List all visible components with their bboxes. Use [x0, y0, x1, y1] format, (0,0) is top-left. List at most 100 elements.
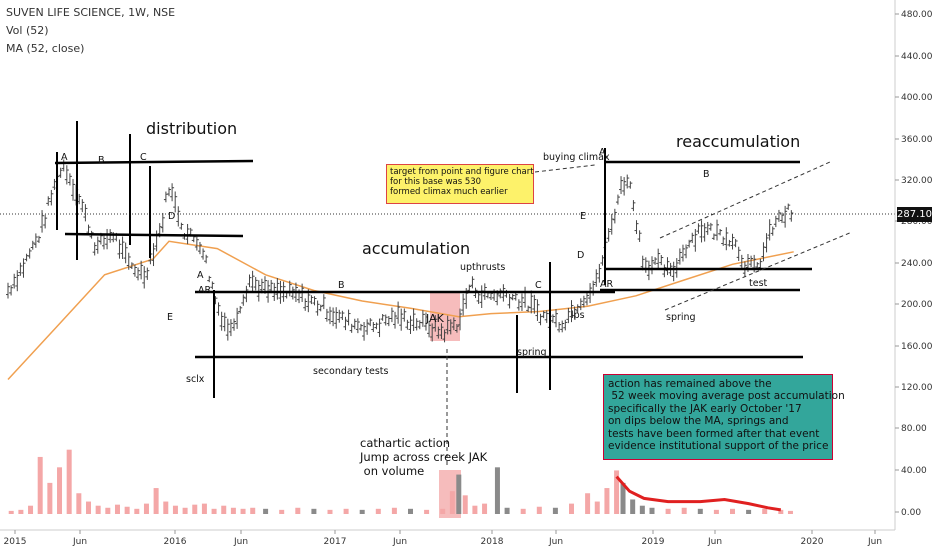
label-e-1: E	[167, 312, 173, 323]
note-ma-line: on dips below the MA, springs and	[608, 415, 789, 428]
volume-bar	[649, 507, 655, 514]
volume-bar	[172, 505, 178, 514]
y-tick-label: 200.00	[901, 300, 932, 310]
label-a-2: A	[197, 270, 204, 281]
volume-bar	[124, 506, 130, 514]
label-a-3: A	[599, 147, 606, 158]
volume-bar	[250, 507, 256, 514]
x-tick-label: 2018	[481, 537, 504, 547]
label-upthrusts: upthrusts	[460, 262, 505, 273]
note-ma-line: evidence institutional support of the pr…	[608, 440, 829, 453]
buying-climax-arrow	[534, 164, 596, 173]
volume-bar	[76, 493, 82, 514]
volume-bar	[730, 508, 735, 514]
volume-bar	[114, 504, 120, 514]
y-tick-label: 40.00	[901, 466, 927, 476]
y-tick-label: 80.00	[901, 424, 927, 434]
volume-bar	[746, 509, 752, 514]
wyckoff-levels	[54, 159, 812, 359]
volume-bar	[681, 507, 687, 514]
volume-bar	[343, 508, 349, 514]
label-spring-1: spring	[517, 347, 547, 358]
x-tick-label: 2016	[164, 537, 187, 547]
y-tick-label: 240.00	[901, 259, 932, 269]
volume-bar	[230, 507, 236, 514]
label-cathartic-3: on volume	[360, 464, 424, 478]
volume-bar	[143, 503, 149, 514]
note-pf-line: for this base was 530	[390, 177, 482, 187]
volume-bar	[604, 488, 610, 514]
label-ar-2: AR	[600, 279, 613, 290]
label-ar-1: AR	[198, 285, 211, 296]
x-tick-label: Jun	[392, 537, 407, 547]
label-a-1: A	[61, 152, 68, 163]
volume-bar	[279, 509, 285, 514]
volume-bar	[57, 467, 63, 514]
volume-bar	[639, 505, 645, 514]
volume-bar	[630, 499, 636, 514]
volume-bar	[494, 467, 500, 514]
volume-bar	[456, 474, 462, 514]
volume-bar	[472, 505, 478, 514]
volume-bar	[713, 509, 719, 514]
label-reaccumulation: reaccumulation	[676, 132, 800, 151]
y-tick-label: 0.00	[901, 508, 921, 518]
last-price-tag: 287.10	[897, 207, 932, 222]
volume-bar	[440, 508, 446, 514]
label-secondary-tests: secondary tests	[313, 366, 388, 377]
volume-bar	[697, 508, 703, 514]
vertical-markers	[56, 121, 606, 398]
volume-bar	[327, 509, 333, 514]
y-tick-label: 480.00	[901, 10, 932, 20]
label-test: test	[749, 278, 768, 289]
x-tick-label: Jun	[233, 537, 248, 547]
label-sclx: sclx	[186, 374, 205, 385]
channel-lower	[664, 231, 853, 311]
note-pf-target: target from point and figure chart for t…	[386, 164, 534, 204]
volume-bar	[295, 507, 301, 514]
volume-bar	[536, 506, 542, 514]
volume-bar	[18, 509, 24, 514]
price-bars	[6, 159, 794, 343]
label-c-1: C	[140, 152, 147, 163]
x-tick-label: Jun	[72, 537, 87, 547]
volume-bar	[134, 508, 140, 514]
volume-bar	[163, 501, 169, 514]
label-buying-climax: buying climax	[543, 152, 610, 163]
label-b-2: B	[338, 280, 345, 291]
volume-bar	[153, 488, 159, 514]
distribution-top-line	[54, 159, 254, 165]
volume-bars	[8, 449, 793, 514]
volume-bar	[462, 495, 468, 514]
volume-bar	[569, 503, 574, 514]
x-tick-label: Jun	[867, 537, 882, 547]
volume-bar	[504, 507, 510, 514]
x-tick-label: 2015	[4, 537, 27, 547]
volume-bar	[311, 508, 317, 514]
label-accumulation: accumulation	[362, 239, 470, 258]
volume-indicator-label: Vol (52)	[6, 24, 49, 37]
volume-bar	[263, 508, 269, 514]
y-tick-label: 120.00	[901, 383, 932, 393]
volume-bar	[105, 507, 111, 514]
volume-bar	[359, 509, 365, 514]
note-pf-line: target from point and figure chart	[390, 167, 534, 177]
x-tick-label: 2019	[642, 537, 665, 547]
label-distribution: distribution	[146, 119, 237, 138]
volume-bar	[620, 482, 626, 514]
volume-bar	[424, 509, 430, 514]
label-spring-2: spring	[666, 312, 696, 323]
moving-average-line	[7, 240, 794, 381]
volume-bar	[86, 501, 91, 514]
volume-bar	[66, 449, 72, 514]
label-jak: JAK	[425, 312, 445, 325]
volume-bar	[665, 508, 671, 514]
volume-bar	[221, 505, 227, 514]
volume-bar	[762, 508, 768, 514]
volume-bar	[211, 508, 217, 514]
volume-bar	[240, 508, 246, 514]
volume-bar	[552, 507, 558, 514]
note-ma-line: tests have been formed after that event	[608, 427, 820, 440]
x-tick-label: Jun	[707, 537, 722, 547]
